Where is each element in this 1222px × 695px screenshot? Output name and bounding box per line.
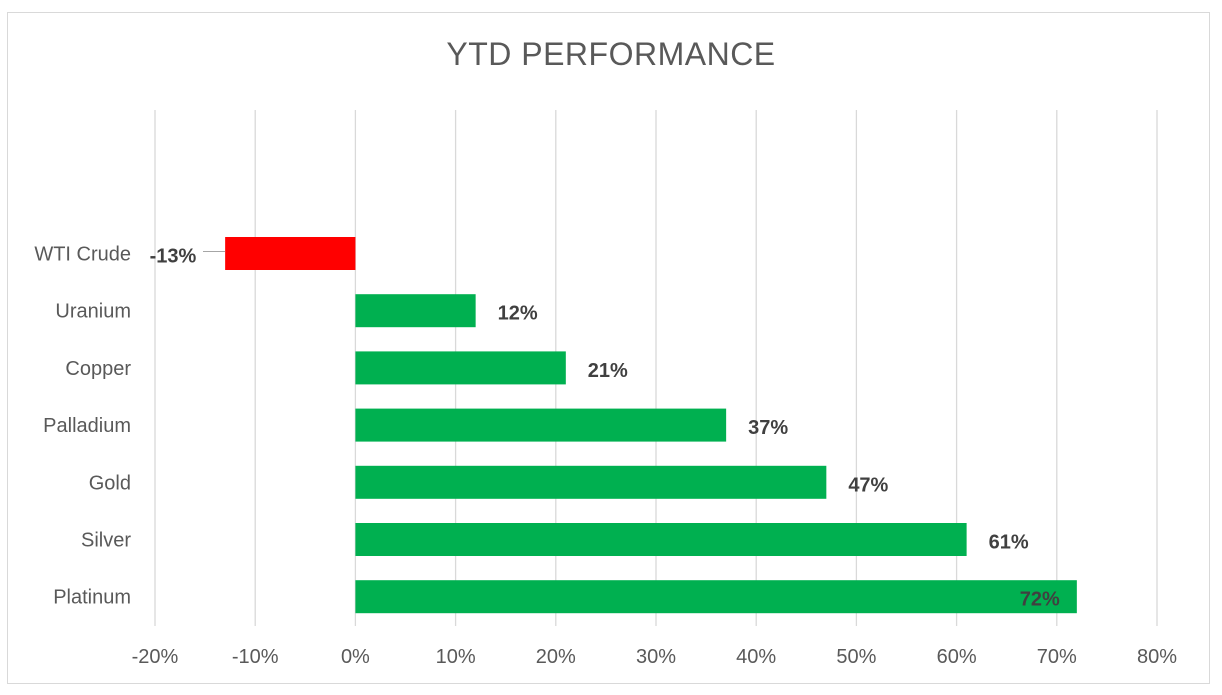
bar-wti-crude (225, 237, 356, 270)
x-tick-label: -20% (132, 646, 179, 668)
x-tick-label: 0% (341, 646, 370, 668)
data-label: 47% (848, 474, 888, 496)
x-tick-label: 60% (937, 646, 977, 668)
bar-copper (355, 351, 566, 385)
category-label: Gold (89, 472, 131, 494)
x-tick-label: 80% (1137, 646, 1177, 668)
category-label: WTI Crude (34, 244, 131, 266)
category-label: Platinum (53, 587, 131, 609)
bar-platinum (355, 580, 1077, 614)
chart-area (7, 12, 1210, 684)
bar-silver (355, 523, 967, 556)
bar-gold (355, 465, 827, 499)
labels: -20% -10% 0% 10% 20% 30% 40% 50% 60% 70% 80% WTI Cr… (34, 244, 1177, 669)
category-label: Palladium (43, 415, 131, 437)
x-tick-label: 70% (1037, 646, 1077, 668)
category-label: Copper (65, 358, 131, 380)
bar-palladium (355, 408, 727, 442)
x-tick-label: 20% (536, 646, 576, 668)
data-label: 21% (588, 360, 628, 382)
chart-title: YTD PERFORMANCE (446, 36, 776, 72)
x-tick-label: 50% (836, 646, 876, 668)
bar-uranium (355, 294, 476, 328)
data-label: 61% (989, 532, 1029, 554)
data-label: 12% (498, 303, 538, 325)
category-label: Uranium (55, 301, 131, 323)
x-tick-label: 10% (436, 646, 476, 668)
data-label: 37% (748, 417, 788, 439)
data-label: -13% (150, 246, 197, 268)
x-tick-label: 40% (736, 646, 776, 668)
data-label: 72% (1020, 589, 1060, 611)
x-tick-label: 30% (636, 646, 676, 668)
bars (225, 237, 1077, 614)
x-tick-label: -10% (232, 646, 279, 668)
category-label: Silver (81, 530, 131, 552)
